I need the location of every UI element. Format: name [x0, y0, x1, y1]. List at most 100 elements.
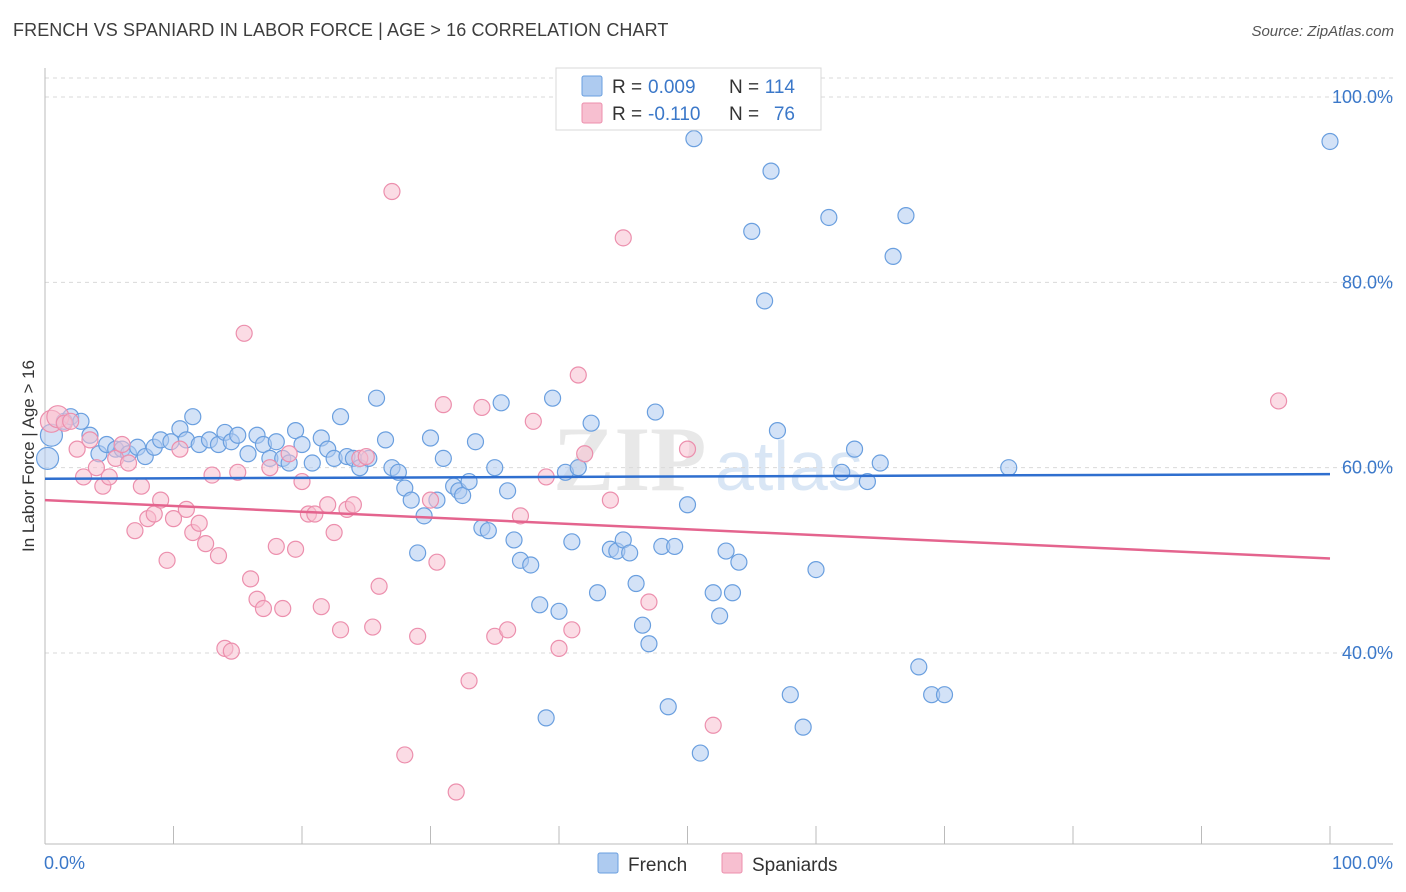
french-point: [845, 440, 864, 458]
french-point: [935, 686, 954, 704]
y-tick-label: 40.0%: [1342, 643, 1393, 663]
correlation-legend: R = 0.009 N = 114 R = -0.110 N = 76: [555, 67, 822, 131]
spaniard-point: [87, 459, 106, 477]
spaniard-point: [678, 440, 697, 458]
spaniard-point: [81, 431, 99, 449]
french-point: [1000, 459, 1018, 477]
legend-swatch-spaniards: [581, 102, 603, 124]
spaniard-point: [576, 445, 594, 463]
spaniard-point: [293, 472, 311, 491]
french-series: [35, 130, 1339, 762]
french-point: [858, 472, 877, 491]
french-point: [421, 429, 440, 447]
spaniard-point: [569, 366, 587, 384]
spaniard-point: [274, 599, 292, 618]
french-point: [460, 472, 478, 491]
spaniard-point: [550, 639, 568, 657]
spaniard-point: [222, 642, 240, 660]
spaniard-point: [177, 500, 195, 518]
spaniard-point: [119, 454, 138, 472]
french-point: [723, 584, 742, 602]
french-point: [781, 686, 799, 704]
x-tick-label-min: 0.0%: [44, 853, 85, 873]
french-point: [794, 718, 812, 736]
french-point: [367, 389, 386, 407]
spaniard-point: [499, 621, 517, 639]
spaniard-point: [203, 466, 221, 484]
legend-swatch-french: [581, 75, 603, 97]
french-point: [563, 533, 581, 551]
x-tick-label-max: 100.0%: [1332, 853, 1393, 873]
spaniard-point: [100, 468, 118, 486]
spaniard-point: [164, 510, 183, 528]
french-point: [807, 560, 825, 579]
axes: [44, 68, 1393, 845]
french-point: [666, 537, 684, 556]
spaniard-point: [409, 627, 427, 645]
source-note: Source: ZipAtlas.com: [1251, 23, 1394, 40]
french-point: [35, 446, 60, 470]
french-point: [755, 292, 774, 310]
y-tick-label: 60.0%: [1342, 458, 1393, 478]
spaniard-point: [132, 477, 150, 495]
french-point: [376, 431, 395, 449]
french-point: [229, 426, 247, 444]
spaniard-point: [421, 491, 440, 509]
spaniard-point: [325, 523, 343, 542]
legend-n-value-spaniards: 76: [774, 104, 795, 125]
spaniard-point: [511, 507, 530, 525]
french-point: [730, 553, 748, 571]
bottom-legend-swatch-spaniards: [721, 852, 743, 874]
french-point: [910, 658, 928, 676]
spaniard-point: [229, 463, 247, 481]
legend-n-label-french: N =: [729, 77, 759, 98]
legend-r-label-french: R =: [612, 77, 642, 98]
legend-n-label-spaniards: N =: [729, 104, 759, 125]
french-point: [633, 616, 652, 634]
french-point: [678, 496, 697, 514]
french-point: [434, 449, 452, 467]
french-point: [897, 207, 915, 225]
french-point: [505, 531, 523, 549]
spaniard-point: [267, 537, 285, 556]
spaniard-point: [364, 618, 382, 636]
spaniard-point: [428, 553, 446, 571]
spaniard-point: [254, 599, 273, 618]
spaniard-point: [640, 593, 658, 611]
french-point: [884, 247, 902, 265]
spaniard-point: [357, 447, 375, 466]
legend-r-value-french: 0.009: [648, 77, 696, 98]
french-point: [743, 222, 761, 240]
french-point: [409, 544, 427, 562]
french-point: [704, 584, 722, 602]
french-point: [717, 542, 735, 560]
french-point: [492, 394, 510, 412]
french-point: [762, 162, 780, 180]
spaniard-point: [344, 496, 362, 514]
french-point: [267, 433, 285, 451]
french-point: [531, 596, 549, 614]
y-axis-label: In Labor Force | Age > 16: [19, 360, 38, 552]
spaniard-point: [524, 412, 542, 430]
french-point: [479, 522, 497, 540]
french-point: [646, 403, 664, 421]
french-point: [303, 454, 321, 472]
spaniard-point: [242, 570, 260, 588]
spaniard-point: [286, 540, 305, 558]
french-point: [331, 408, 350, 426]
spaniard-point: [113, 435, 131, 454]
legend-n-value-french: 114: [765, 77, 796, 98]
french-point: [543, 389, 562, 407]
spaniard-point: [370, 577, 388, 595]
bottom-legend-swatch-french: [597, 852, 619, 874]
spaniard-point: [473, 398, 491, 417]
french-point: [871, 454, 889, 472]
french-point: [286, 422, 305, 440]
spaniard-point: [396, 746, 414, 764]
french-point: [402, 491, 420, 509]
chart-title: FRENCH VS SPANIARD IN LABOR FORCE | AGE …: [13, 20, 669, 40]
spaniard-point: [197, 535, 215, 553]
series-legend: French Spaniards: [597, 852, 838, 876]
french-point: [691, 744, 709, 762]
